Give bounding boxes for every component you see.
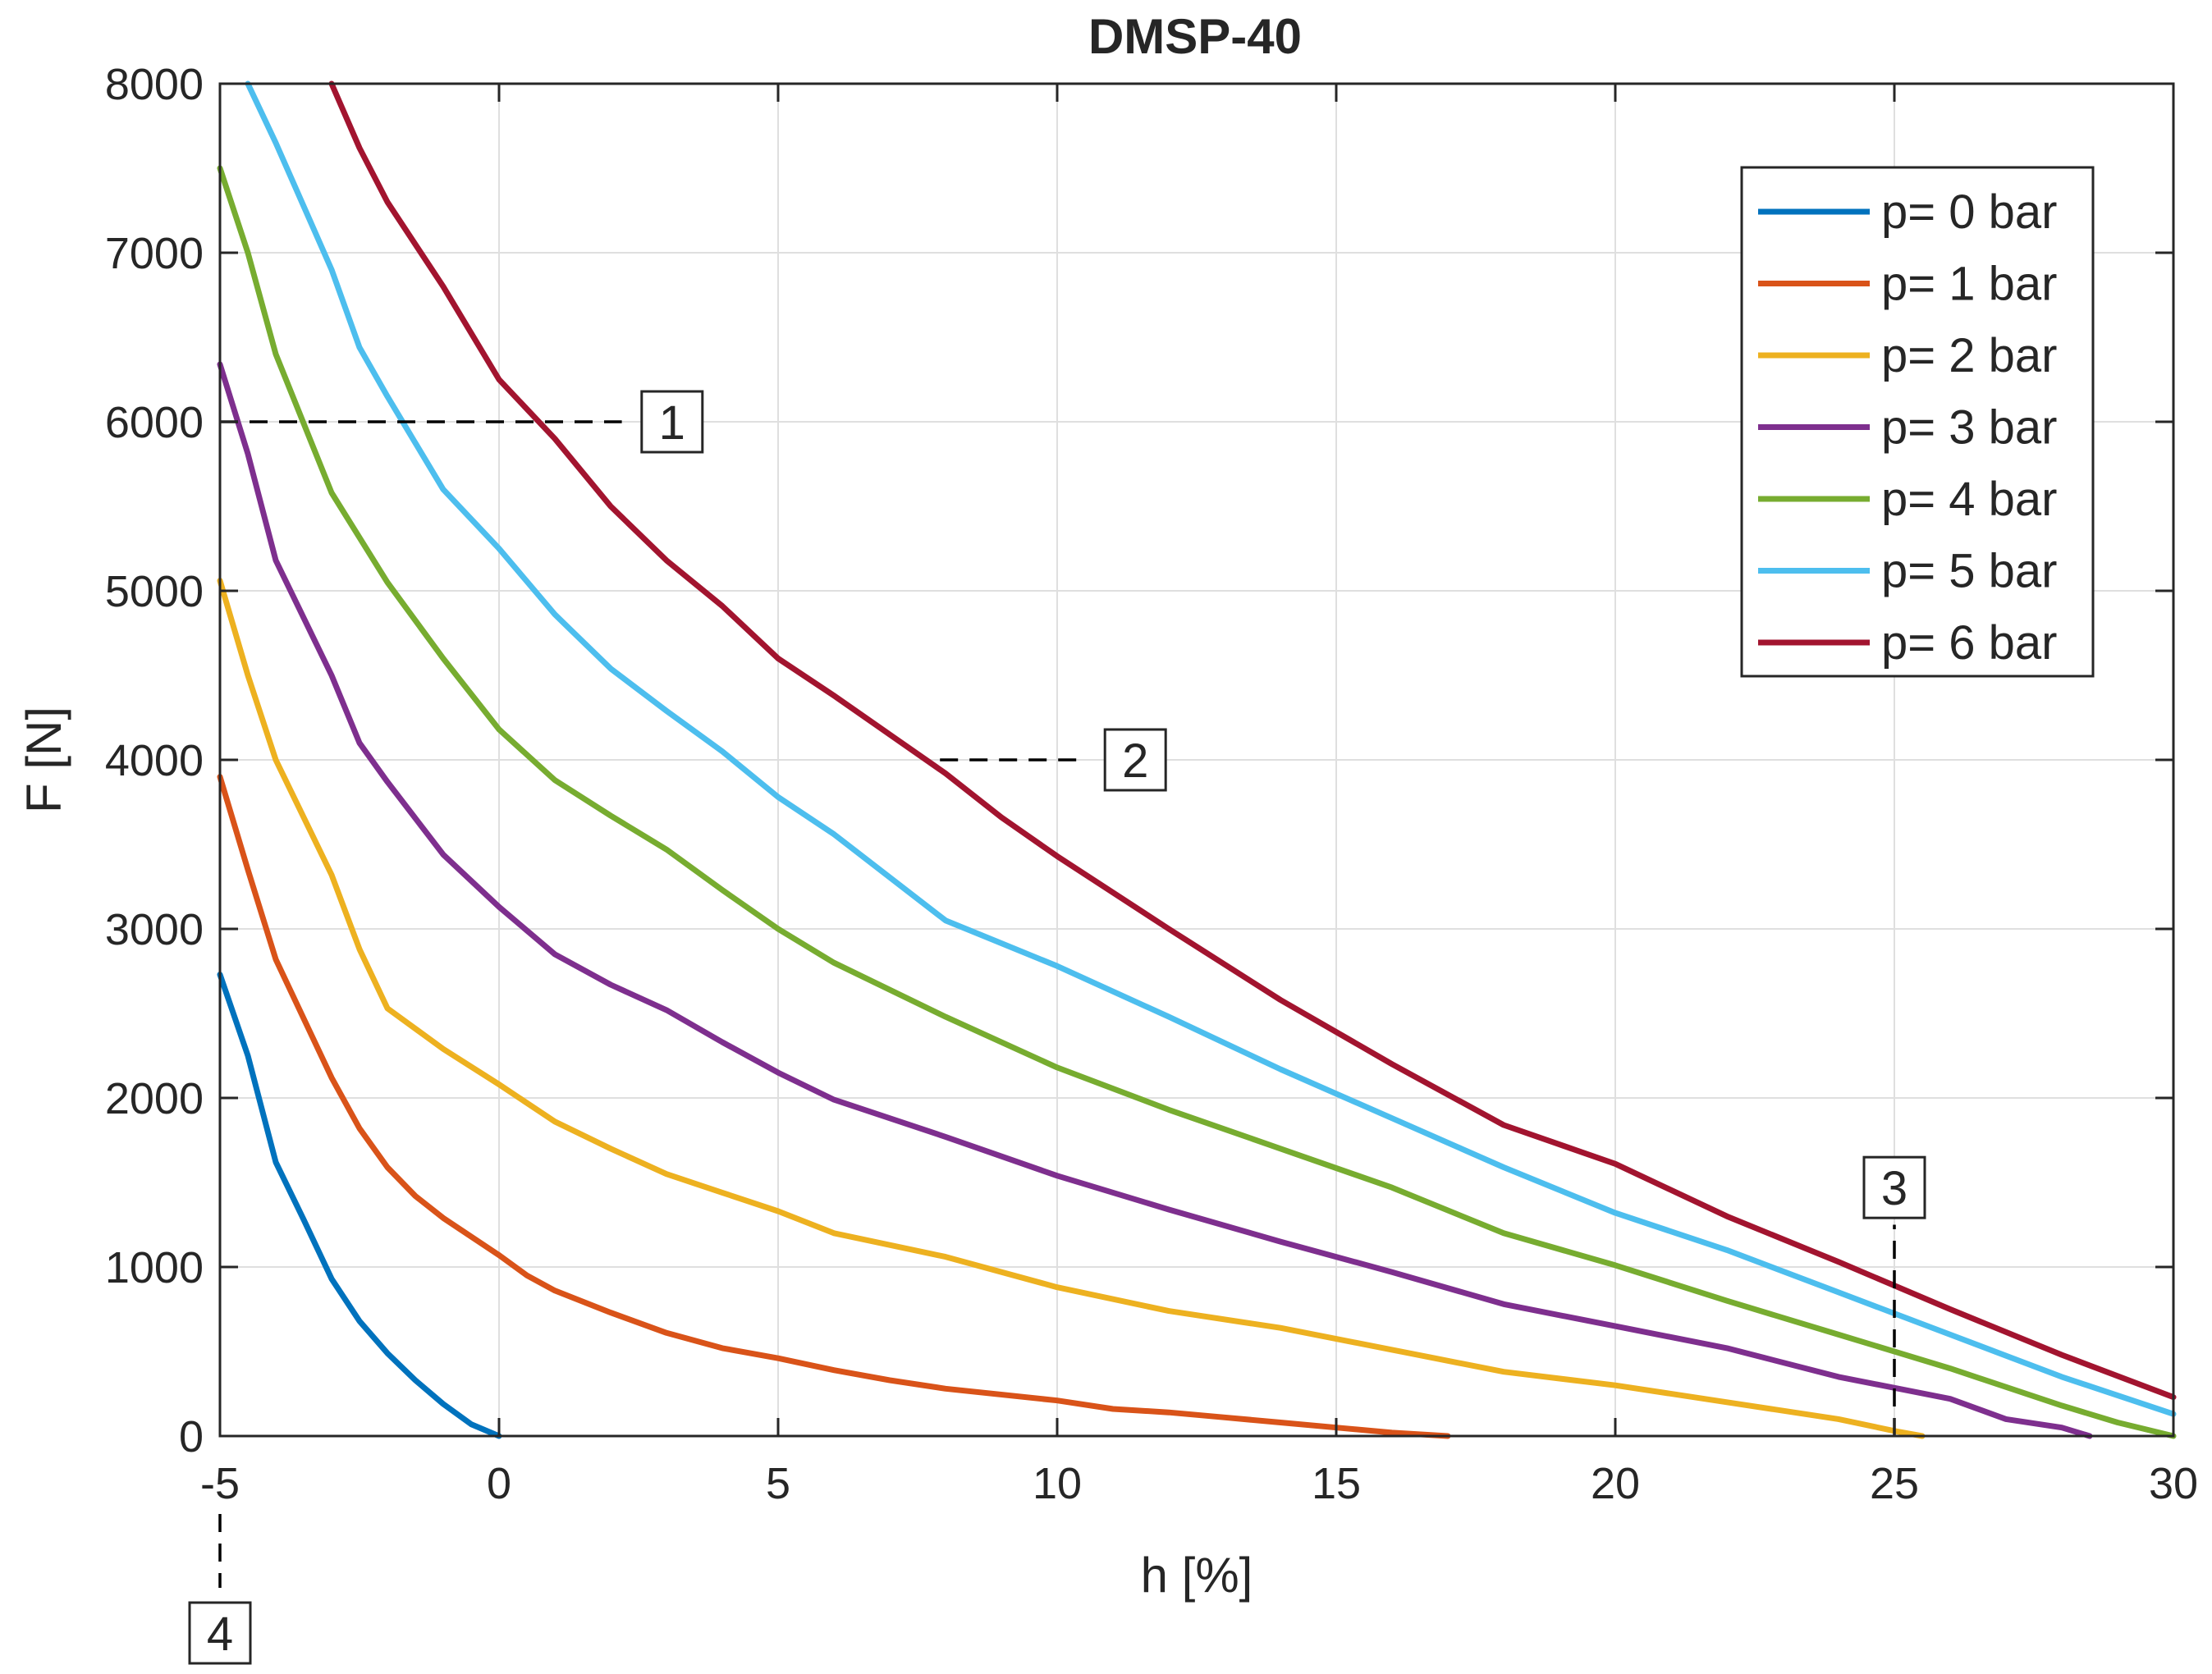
- annotation-box: [1862, 1155, 1926, 1219]
- chart-title: DMSP-40: [1088, 9, 1302, 64]
- legend-label: p= 0 bar: [1881, 185, 2057, 239]
- x-tick-label: 20: [1591, 1459, 1640, 1508]
- legend-label: p= 5 bar: [1881, 545, 2057, 598]
- y-tick-label: 1000: [105, 1243, 204, 1292]
- series-line-p2-bar: [217, 578, 1926, 1439]
- annotation-label: 3: [1881, 1162, 1907, 1215]
- annotation-label: 1: [659, 396, 685, 450]
- annotation-label: 4: [207, 1608, 233, 1661]
- y-tick-label: 7000: [105, 229, 204, 278]
- x-tick-label: 15: [1312, 1459, 1361, 1508]
- legend-label: p= 6 bar: [1881, 616, 2057, 670]
- legend-label: p= 3 bar: [1881, 401, 2057, 455]
- y-axis: 0 1000 2000 3000 4000 5000 6000 7000 8000: [105, 60, 2173, 1461]
- annotation-layer: 1 2 3 4: [188, 390, 1926, 1665]
- x-tick-label: 25: [1870, 1459, 1919, 1508]
- x-tick-label: 5: [766, 1459, 790, 1508]
- series-line-p5-bar: [245, 80, 2177, 1417]
- x-tick-label: 0: [487, 1459, 511, 1508]
- series-line-p4-bar: [217, 165, 2177, 1439]
- y-tick-label: 2000: [105, 1074, 204, 1123]
- x-tick-label: 10: [1033, 1459, 1082, 1508]
- y-tick-label: 8000: [105, 60, 204, 109]
- x-tick-label: -5: [200, 1459, 240, 1508]
- y-tick-label: 5000: [105, 567, 204, 616]
- series-line-p6-bar: [328, 80, 2177, 1401]
- legend-label: p= 2 bar: [1881, 329, 2057, 382]
- x-tick-label: 30: [2149, 1459, 2198, 1508]
- legend: p= 0 bar p= 1 bar p= 2 bar p= 3 bar p= 4 bar…: [1740, 166, 2095, 678]
- y-axis-label: F [N]: [16, 707, 71, 813]
- annotation-box: [188, 1601, 252, 1665]
- legend-box: [1740, 166, 2095, 678]
- legend-label: p= 4 bar: [1881, 473, 2057, 526]
- y-tick-label: 6000: [105, 398, 204, 447]
- y-tick-label: 4000: [105, 736, 204, 785]
- x-axis: -5 0 5 10 15 20 25 30: [200, 84, 2198, 1508]
- annotation-box: [640, 390, 704, 454]
- x-axis-label: h [%]: [1141, 1548, 1253, 1603]
- y-tick-label: 0: [179, 1412, 204, 1461]
- annotation-label: 2: [1122, 734, 1148, 788]
- series-layer: [217, 80, 2177, 1439]
- series-line-p1-bar: [217, 774, 1451, 1439]
- series-line-p3-bar: [217, 361, 2093, 1439]
- series-line-p0-bar: [217, 972, 502, 1439]
- annotation-box: [1103, 728, 1167, 792]
- legend-label: p= 1 bar: [1881, 258, 2057, 311]
- y-tick-label: 3000: [105, 905, 204, 954]
